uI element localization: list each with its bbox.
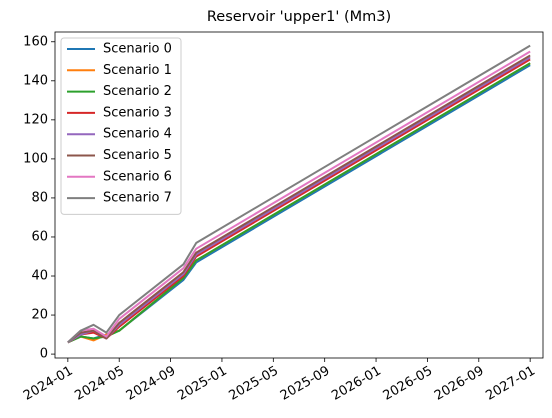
y-tick-label: 80 bbox=[31, 190, 48, 205]
x-tick-label: 2026-09 bbox=[432, 364, 487, 404]
y-tick-label: 60 bbox=[31, 229, 48, 244]
legend: Scenario 0 Scenario 1 Scenario 2 Scenario 3… bbox=[60, 37, 182, 215]
series-line bbox=[67, 54, 531, 344]
y-tick-label: 100 bbox=[23, 151, 48, 166]
legend-label: Scenario 2 bbox=[103, 84, 172, 99]
x-tick-label: 2024-09 bbox=[124, 364, 179, 404]
legend-label: Scenario 7 bbox=[103, 191, 172, 206]
y-tick-label: 40 bbox=[31, 269, 48, 284]
legend-label: Scenario 1 bbox=[103, 63, 172, 78]
legend-label: Scenario 0 bbox=[103, 42, 172, 57]
x-tick-label: 2024-01 bbox=[21, 364, 76, 404]
x-tick-label: 2025-01 bbox=[175, 364, 230, 404]
x-tick-label: 2025-05 bbox=[227, 364, 282, 404]
legend-box bbox=[60, 37, 182, 215]
legend-label: Scenario 5 bbox=[103, 148, 172, 163]
legend-label: Scenario 3 bbox=[103, 105, 172, 120]
axes-frame bbox=[54, 31, 544, 359]
x-tick-label: 2024-05 bbox=[72, 364, 127, 404]
y-tick-label: 140 bbox=[23, 73, 48, 88]
x-tick-label: 2027-01 bbox=[483, 364, 538, 404]
x-tick-label: 2026-05 bbox=[381, 364, 436, 404]
y-tick-label: 120 bbox=[23, 112, 48, 127]
series-line bbox=[67, 44, 531, 344]
y-tick-label: 160 bbox=[23, 34, 48, 49]
x-tick-label: 2025-09 bbox=[278, 364, 333, 404]
plot-area bbox=[67, 44, 531, 344]
y-tick-label: 0 bbox=[40, 347, 48, 362]
x-tick-label: 2026-01 bbox=[329, 364, 384, 404]
legend-label: Scenario 6 bbox=[103, 169, 172, 184]
legend-label: Scenario 4 bbox=[103, 127, 172, 142]
y-tick-label: 20 bbox=[31, 308, 48, 323]
chart-title: Reservoir 'upper1' (Mm3) bbox=[207, 9, 391, 25]
